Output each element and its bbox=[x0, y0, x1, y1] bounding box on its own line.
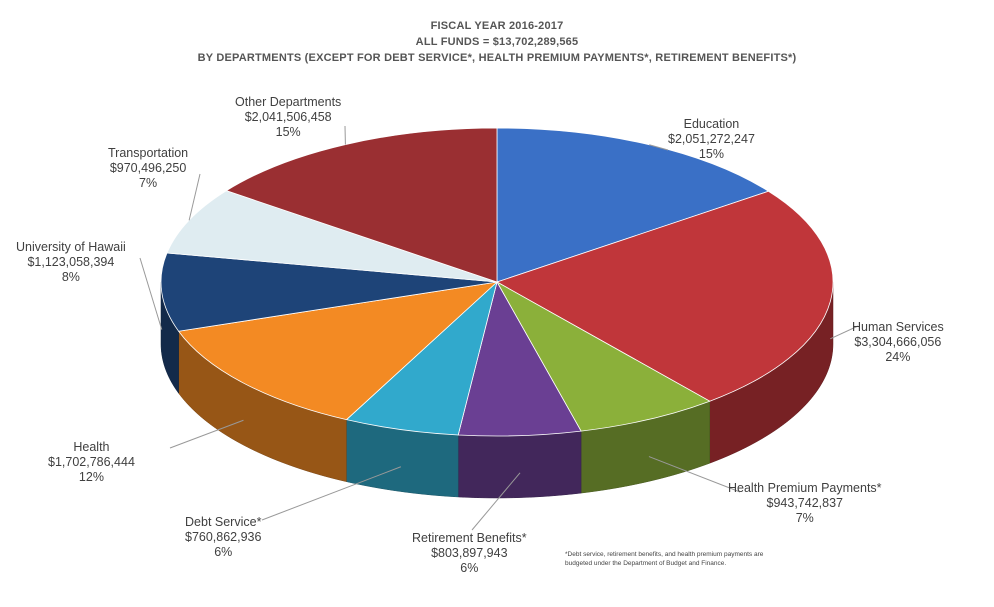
label-health-premium-payments-percent: 7% bbox=[795, 511, 814, 525]
label-transportation-name: Transportation bbox=[108, 146, 189, 160]
label-transportation: Transportation $970,496,250 7% bbox=[108, 146, 188, 191]
label-debt-service: Debt Service* $760,862,936 6% bbox=[185, 515, 261, 560]
label-education-amount: $2,051,272,247 bbox=[668, 132, 755, 146]
leader-line-transportation bbox=[188, 173, 201, 221]
pie-slice-health bbox=[177, 281, 499, 421]
chart-title-block: FISCAL YEAR 2016-2017 ALL FUNDS = $13,70… bbox=[0, 18, 994, 66]
label-university-of-hawaii-name: University of Hawaii bbox=[16, 240, 126, 254]
chart-footnote: *Debt service, retirement benefits, and … bbox=[565, 551, 764, 567]
label-health-name: Health bbox=[73, 440, 110, 454]
pie-side-retirement-benefits bbox=[457, 430, 582, 499]
label-university-of-hawaii: University of Hawaii $1,123,058,394 8% bbox=[16, 240, 126, 285]
label-transportation-percent: 7% bbox=[139, 176, 158, 190]
label-university-of-hawaii-percent: 8% bbox=[61, 270, 80, 284]
leader-line-education bbox=[649, 144, 669, 151]
pie-slice-human-services bbox=[496, 190, 834, 402]
leader-line-human-services bbox=[830, 325, 859, 340]
label-other-departments-name: Other Departments bbox=[235, 95, 342, 109]
label-education-name: Education bbox=[683, 117, 740, 131]
pie-side-walls bbox=[160, 281, 834, 499]
label-health-premium-payments-name: Health Premium Payments* bbox=[728, 481, 882, 495]
label-human-services-percent: 24% bbox=[885, 350, 911, 364]
label-education: Education $2,051,272,247 15% bbox=[668, 117, 755, 162]
leader-line-university-of-hawaii bbox=[139, 257, 163, 330]
label-health: Health $1,702,786,444 12% bbox=[48, 440, 135, 485]
label-other-departments-amount: $2,041,506,458 bbox=[244, 110, 332, 124]
label-other-departments: Other Departments $2,041,506,458 15% bbox=[235, 95, 341, 140]
pie-slice-transportation bbox=[166, 190, 498, 283]
label-university-of-hawaii-amount: $1,123,058,394 bbox=[27, 255, 115, 269]
label-retirement-benefits-amount: $803,897,943 bbox=[431, 546, 508, 560]
label-debt-service-amount: $760,862,936 bbox=[185, 530, 262, 544]
label-health-percent: 12% bbox=[78, 470, 104, 484]
leader-lines bbox=[139, 125, 859, 531]
leader-line-debt-service bbox=[261, 466, 402, 521]
label-other-departments-percent: 15% bbox=[275, 125, 301, 139]
chart-title-line-1: FISCAL YEAR 2016-2017 bbox=[430, 20, 564, 32]
label-human-services-name: Human Services bbox=[852, 320, 944, 334]
label-retirement-benefits: Retirement Benefits* $803,897,943 6% bbox=[412, 531, 527, 576]
label-human-services: Human Services $3,304,666,056 24% bbox=[852, 320, 944, 365]
pie-slice-education bbox=[496, 127, 770, 283]
chart-title-line-2: ALL FUNDS = $13,702,289,565 bbox=[415, 36, 579, 48]
pie-slice-other-departments bbox=[225, 127, 498, 283]
label-health-premium-payments: Health Premium Payments* $943,742,837 7% bbox=[728, 481, 882, 526]
label-health-premium-payments-amount: $943,742,837 bbox=[766, 496, 843, 510]
label-human-services-amount: $3,304,666,056 bbox=[854, 335, 942, 349]
pie-slice-retirement-benefits bbox=[457, 280, 582, 437]
chart-title-line-3: BY DEPARTMENTS (EXCEPT FOR DEBT SERVICE*… bbox=[197, 52, 797, 64]
label-retirement-benefits-name: Retirement Benefits* bbox=[412, 531, 527, 545]
pie-top-faces bbox=[160, 127, 834, 437]
label-debt-service-name: Debt Service* bbox=[185, 515, 262, 529]
label-health-amount: $1,702,786,444 bbox=[48, 455, 135, 469]
leader-line-retirement-benefits bbox=[471, 472, 521, 531]
label-transportation-amount: $970,496,250 bbox=[109, 161, 187, 175]
label-education-percent: 15% bbox=[698, 147, 724, 161]
pie-slice-health-premium-payments bbox=[495, 280, 711, 432]
leader-line-health-premium-payments bbox=[648, 456, 741, 493]
pie-slice-university-of-hawaii bbox=[160, 252, 498, 332]
label-retirement-benefits-percent: 6% bbox=[460, 561, 479, 575]
label-debt-service-percent: 6% bbox=[214, 545, 233, 559]
leader-line-health bbox=[169, 419, 244, 449]
